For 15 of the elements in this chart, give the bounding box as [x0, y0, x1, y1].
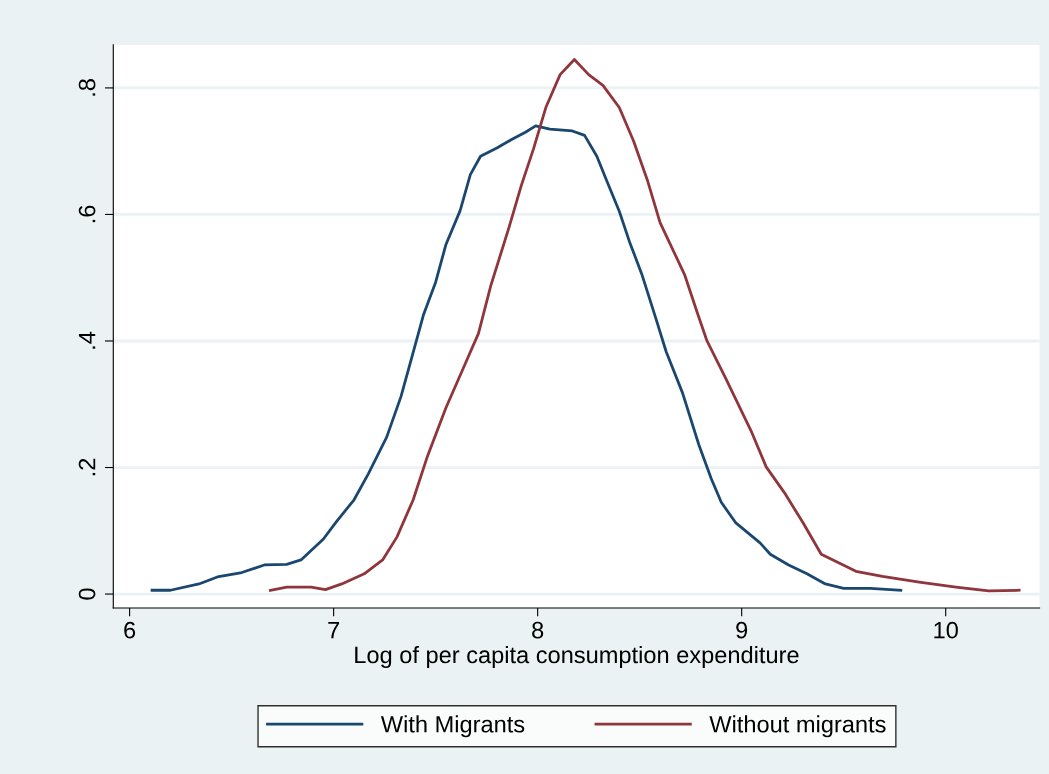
x-tick-label: 8 — [532, 621, 544, 639]
line-series — [150, 124, 903, 592]
x-axis-title: Log of per capita consumption expenditure — [355, 645, 799, 668]
x-tick-label: 6 — [124, 621, 136, 639]
x-tick-label: 7 — [328, 622, 340, 639]
line-series — [269, 58, 1021, 593]
y-tick-label: .4 — [78, 331, 96, 349]
legend-label: Without migrants — [709, 715, 886, 738]
y-tick-label: .8 — [78, 79, 96, 96]
y-tick-label: .6 — [78, 205, 96, 223]
legend-label: With Migrants — [380, 715, 525, 738]
y-tick-label: .2 — [78, 458, 96, 476]
x-tick-label: 10 — [934, 621, 958, 639]
y-tick-label: 0 — [78, 588, 96, 600]
x-tick-label: 9 — [736, 621, 748, 639]
